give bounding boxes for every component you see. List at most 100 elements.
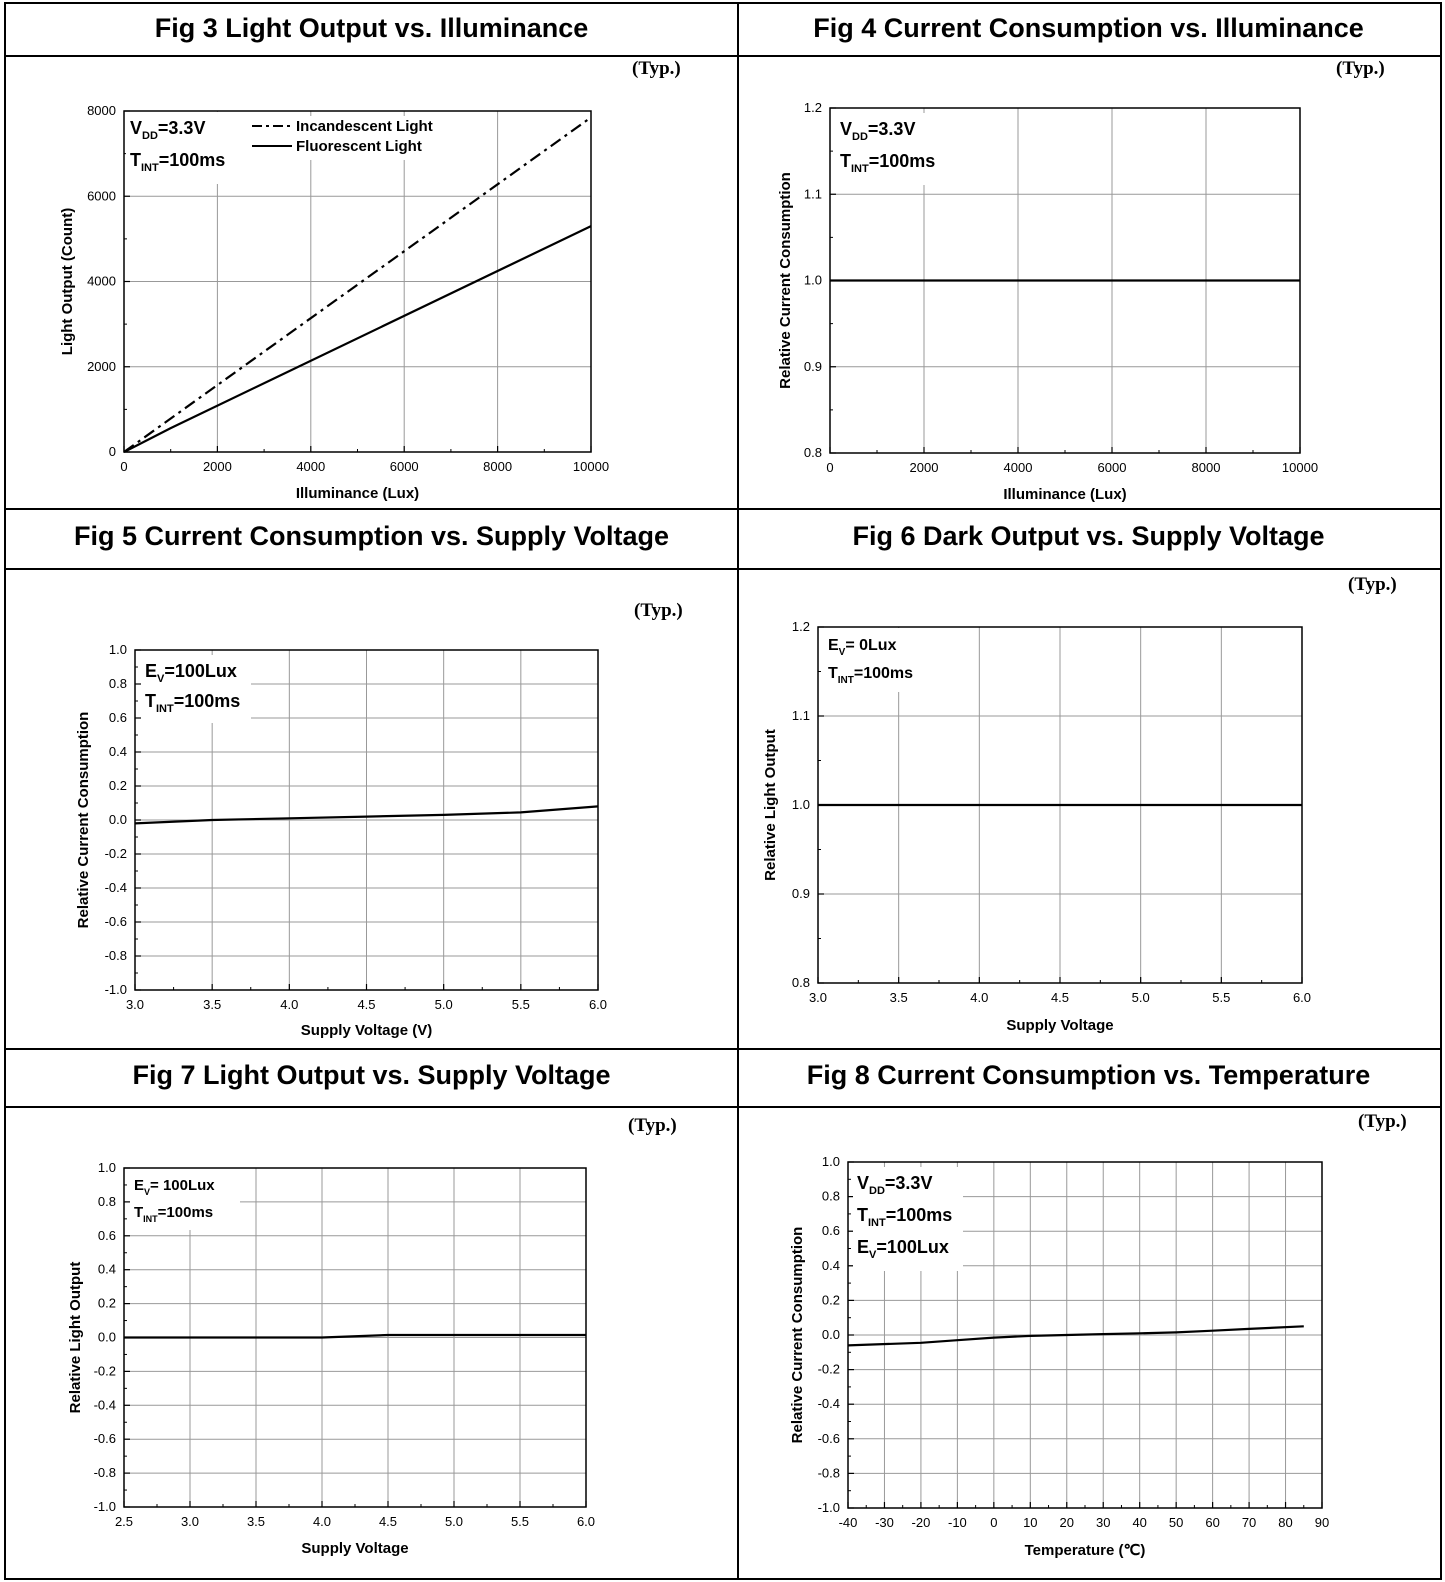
y-axis-label: Relative Light Output [67,1262,84,1414]
x-tick-label: 5.0 [435,997,453,1012]
annotation-background [824,628,919,692]
x-axis-label: Supply Voltage (V) [301,1022,432,1039]
y-tick-label: -1.0 [105,982,127,997]
y-tick-label: -0.2 [818,1362,840,1377]
x-tick-label: 2000 [203,459,232,474]
condition-annotation: VDD=3.3V [840,119,915,143]
y-tick-label: 8000 [87,103,116,118]
x-tick-label: 3.0 [181,1514,199,1529]
y-axis-label: Relative Current Consumption [75,712,92,929]
series-line-0 [847,1325,1304,1347]
y-tick-label: 2000 [87,359,116,374]
condition-annotation: TINT=100ms [857,1205,952,1229]
fig8-typ-label: (Typ.) [1358,1111,1407,1132]
x-tick-label: 3.5 [890,990,908,1005]
y-tick-label: -0.4 [94,1397,116,1412]
fig3-typ-label: (Typ.) [632,58,681,79]
x-tick-label: -10 [948,1515,967,1530]
x-axis-label: Temperature (℃) [1025,1542,1146,1559]
x-tick-label: 4.5 [357,997,375,1012]
y-tick-label: 1.0 [792,797,810,812]
condition-annotation: EV= 100Lux [134,1177,215,1197]
series-line-0 [124,1333,586,1339]
y-tick-label: 0.8 [98,1194,116,1209]
x-tick-label: 3.0 [126,997,144,1012]
row-divider [6,1106,1440,1108]
figure-grid [4,2,1442,1580]
x-tick-label: 4.5 [379,1514,397,1529]
y-tick-label: 0.8 [109,676,127,691]
fig7-typ-label: (Typ.) [628,1115,677,1136]
x-tick-label: 3.0 [809,990,827,1005]
y-axis-label: Relative Current Consumption [789,1227,806,1444]
annotation-background [853,1167,963,1271]
x-tick-label: 6.0 [589,997,607,1012]
annotation-background [141,655,251,723]
x-tick-label: 70 [1242,1515,1256,1530]
y-tick-label: 0.4 [98,1262,116,1277]
x-tick-label: 8000 [483,459,512,474]
y-tick-label: -0.6 [105,914,127,929]
x-tick-label: 10000 [573,459,609,474]
row-divider [6,508,1440,510]
y-tick-label: 0.4 [109,744,127,759]
x-tick-label: 6.0 [1293,990,1311,1005]
fig6-typ-label: (Typ.) [1348,574,1397,595]
y-tick-label: 1.2 [792,619,810,634]
y-tick-label: -0.8 [94,1465,116,1480]
x-tick-label: 20 [1060,1515,1074,1530]
condition-annotation: EV= 0Lux [828,637,897,658]
y-tick-label: 1.0 [804,273,822,288]
column-divider [737,4,739,1578]
x-tick-label: 4000 [296,459,325,474]
x-tick-label: 50 [1169,1515,1183,1530]
y-tick-label: 0.0 [98,1330,116,1345]
x-tick-label: 0 [990,1515,997,1530]
plot-frame [123,110,592,453]
chart-6: 3.0 3.5 4.0 4.5 5.0 5.5 6.0 0.8 0.9 1.0 1.1 1.2 EV= … [762,619,1311,1034]
x-tick-label: 0 [120,459,127,474]
row-divider [6,55,1440,57]
condition-annotation: EV=100Lux [857,1237,949,1261]
plot-frame [829,107,1301,454]
series-line-0 [134,805,599,825]
condition-annotation: EV=100Lux [145,661,237,685]
condition-annotation: TINT=100ms [840,151,935,175]
x-axis-label: Supply Voltage [1006,1017,1113,1034]
x-tick-label: -20 [912,1515,931,1530]
x-tick-label: 3.5 [203,997,221,1012]
x-tick-label: 4.0 [970,990,988,1005]
condition-annotation: TINT=100ms [145,691,240,715]
y-tick-label: -0.4 [105,880,127,895]
x-tick-label: -30 [875,1515,894,1530]
fig5-title: Fig 5 Current Consumption vs. Supply Vol… [73,521,670,551]
y-axis-label: Relative Current Consumption [777,172,794,389]
y-tick-label: -1.0 [818,1500,840,1515]
x-tick-label: 10000 [1282,460,1318,475]
y-tick-label: 1.0 [98,1160,116,1175]
y-tick-label: 6000 [87,188,116,203]
y-tick-label: 0.2 [822,1292,840,1307]
chart-4: 0 2000 4000 6000 8000 10000 0.8 0.9 1.0 1.1 1.2 VDD… [777,100,1318,503]
y-tick-label: -0.6 [818,1431,840,1446]
x-tick-label: 60 [1205,1515,1219,1530]
y-axis-label: Relative Light Output [762,729,779,881]
fig4-typ-label: (Typ.) [1336,58,1385,79]
x-tick-label: 80 [1278,1515,1292,1530]
y-tick-label: -0.2 [94,1363,116,1378]
plot-frame [123,1167,587,1508]
plot-frame [817,626,1303,984]
x-tick-label: 6000 [390,459,419,474]
chart-5: 3.0 3.5 4.0 4.5 5.0 5.5 6.0 -1.0 -0.8 -0.6 -0.4 -0.… [75,642,607,1039]
annotation-background [126,112,236,184]
y-tick-label: -0.2 [105,846,127,861]
y-tick-label: 0.4 [822,1258,840,1273]
legend-background [246,116,456,160]
x-tick-label: 10 [1023,1515,1037,1530]
x-tick-label: 4.0 [280,997,298,1012]
y-tick-label: 0.8 [792,975,810,990]
x-axis-label: Illuminance (Lux) [296,485,419,502]
x-tick-label: 5.0 [1132,990,1150,1005]
y-tick-label: 0.8 [804,445,822,460]
x-tick-label: 40 [1132,1515,1146,1530]
